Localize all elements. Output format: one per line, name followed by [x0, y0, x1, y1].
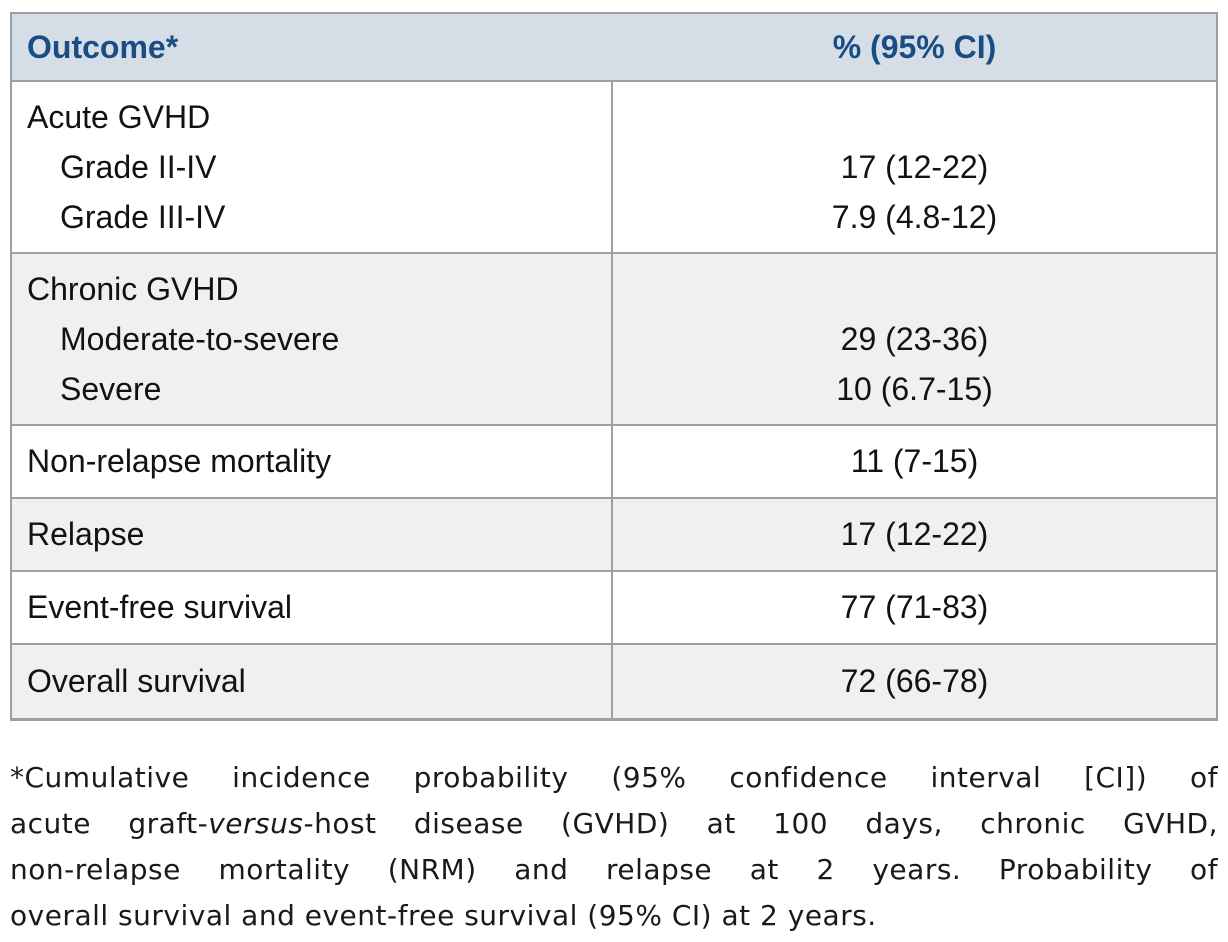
footnote-line-2-pre: acute graft-	[10, 807, 209, 840]
row-chronic-gvhd: Chronic GVHD Moderate-to-severe Severe 2…	[12, 254, 1216, 426]
label-overall-survival: Overall survival	[12, 645, 613, 718]
row-relapse: Relapse 17 (12-22)	[12, 499, 1216, 572]
footnote-line-2-post: -host disease (GVHD) at 100 days, chroni…	[303, 807, 1219, 840]
row-acute-gvhd: Acute GVHD Grade II-IV Grade III-IV 17 (…	[12, 82, 1216, 254]
column-header-outcome: Outcome*	[27, 28, 179, 65]
value-severe: 10 (6.7-15)	[836, 371, 993, 407]
item-label-grade-iii-iv: Grade III-IV	[60, 199, 226, 235]
label-relapse: Relapse	[12, 499, 613, 570]
row-overall-survival: Overall survival 72 (66-78)	[12, 645, 1216, 718]
acute-gvhd-labels: Acute GVHD Grade II-IV Grade III-IV	[12, 82, 613, 252]
footnote-line-4: overall survival and event-free survival…	[10, 899, 877, 932]
label-event-free-survival: Event-free survival	[12, 572, 613, 643]
value-moderate-to-severe: 29 (23-36)	[840, 321, 989, 357]
item-label-grade-ii-iv: Grade II-IV	[60, 149, 217, 185]
value-event-free-survival: 77 (71-83)	[840, 589, 989, 625]
column-header-percent-ci: % (95% CI)	[832, 28, 997, 65]
value-spacer	[613, 264, 1216, 314]
row-non-relapse-mortality: Non-relapse mortality 11 (7-15)	[12, 426, 1216, 499]
footnote-versus-italic: versus	[208, 807, 304, 840]
chronic-gvhd-values: 29 (23-36) 10 (6.7-15)	[613, 254, 1216, 424]
chronic-gvhd-labels: Chronic GVHD Moderate-to-severe Severe	[12, 254, 613, 424]
value-grade-ii-iv: 17 (12-22)	[840, 149, 989, 185]
table-header-row: Outcome* % (95% CI)	[12, 14, 1216, 82]
footnote-line-1: *Cumulative incidence probability (95% c…	[10, 761, 1218, 794]
value-grade-iii-iv: 7.9 (4.8-12)	[831, 199, 998, 235]
acute-gvhd-values: 17 (12-22) 7.9 (4.8-12)	[613, 82, 1216, 252]
footnote-line-2: acute graft-versus-host disease (GVHD) a…	[10, 801, 1218, 847]
value-non-relapse-mortality: 11 (7-15)	[850, 443, 979, 479]
outcomes-table: Outcome* % (95% CI) Acute GVHD Grade II-…	[10, 12, 1218, 721]
item-label-severe: Severe	[60, 371, 162, 407]
footnote-line-3: non-relapse mortality (NRM) and relapse …	[10, 853, 1218, 886]
value-overall-survival: 72 (66-78)	[840, 663, 989, 699]
table-footnote: *Cumulative incidence probability (95% c…	[10, 755, 1218, 939]
group-label-chronic-gvhd: Chronic GVHD	[27, 271, 239, 307]
group-label-acute-gvhd: Acute GVHD	[27, 99, 211, 135]
row-event-free-survival: Event-free survival 77 (71-83)	[12, 572, 1216, 645]
value-relapse: 17 (12-22)	[840, 516, 989, 552]
label-non-relapse-mortality: Non-relapse mortality	[12, 426, 613, 497]
value-spacer	[613, 92, 1216, 142]
item-label-moderate-to-severe: Moderate-to-severe	[60, 321, 340, 357]
